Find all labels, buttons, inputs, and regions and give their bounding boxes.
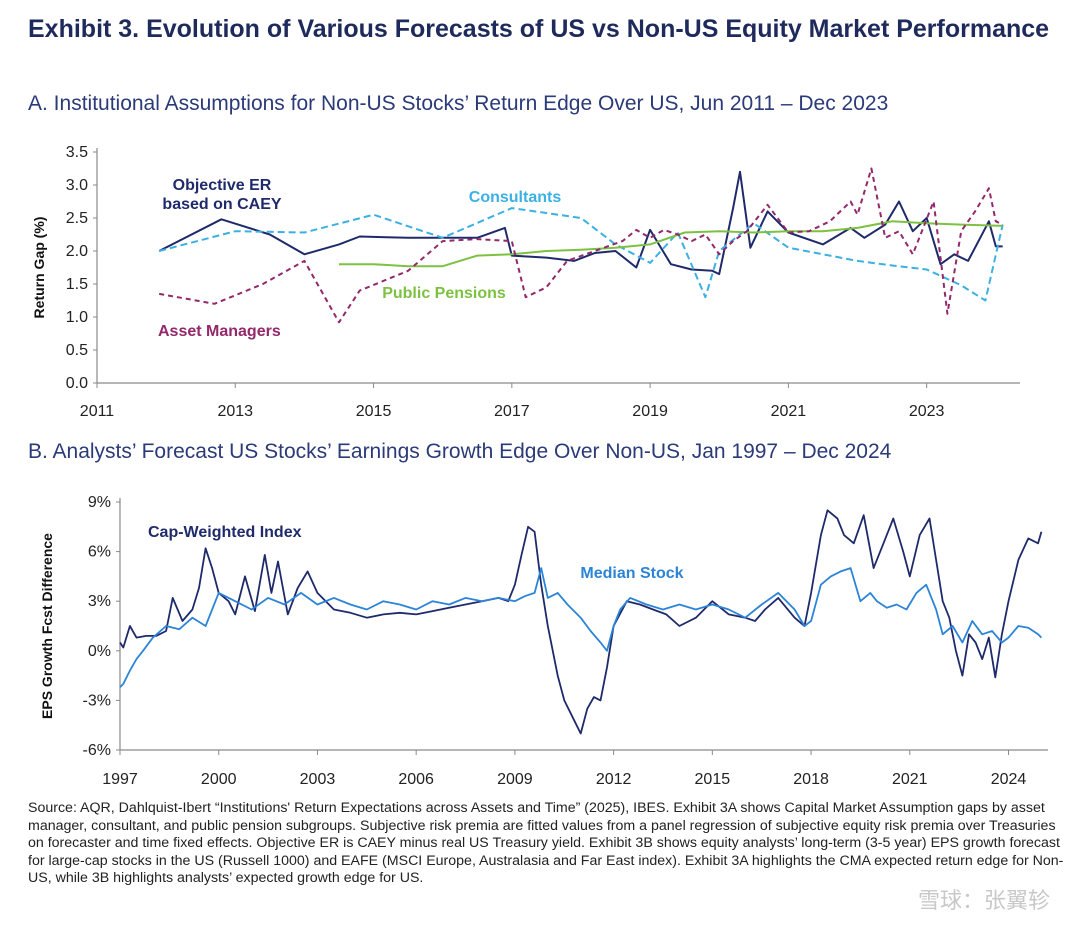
exhibit-title: Exhibit 3. Evolution of Various Forecast…	[28, 15, 1050, 43]
chart-b-y-tick-label: 3%	[88, 593, 111, 610]
chart-a: 0.0 0.5 1.0 1.5 2.0 2.5 3.0 3.5 2011 2013 2015 2017…	[31, 144, 1020, 420]
source-note: Source: AQR, Dahlquist-Ibert “Institutio…	[28, 800, 1064, 886]
chart-b-y-tick-label: 6%	[88, 544, 111, 561]
chart-a-label-objective-er-based-on-caey: Objective ER based on CAEY	[162, 177, 281, 213]
chart-b-y-tick-label: 0%	[88, 643, 111, 660]
chart-b-title: B. Analysts’ Forecast US Stocks’ Earning…	[28, 440, 892, 463]
chart-b-label-median-stock: Median Stock	[580, 565, 683, 582]
chart-b-x-tick-label: 2024	[991, 771, 1027, 788]
chart-b-y-tick-label: -6%	[83, 742, 111, 759]
chart-b-x-tick-label: 1997	[102, 771, 138, 788]
chart-a-y-tick-label: 2.0	[66, 243, 88, 260]
chart-a-x-tick-label: 2013	[217, 403, 253, 420]
chart-a-label-asset-managers: Asset Managers	[158, 323, 281, 340]
chart-a-y-tick-label: 1.5	[66, 276, 88, 293]
chart-a-series-asset-managers	[159, 167, 1004, 324]
chart-a-series-objective-er-based-on-caey	[158, 170, 1003, 276]
chart-b-y-tick-label: 9%	[88, 494, 111, 511]
chart-a-series-consultants	[158, 207, 1004, 302]
chart-a-x-tick-label: 2019	[632, 403, 668, 420]
chart-a-label-public-pensions: Public Pensions	[382, 285, 506, 302]
chart-b: -6% -3% 0% 3% 6% 9% 1997 2000 2003 2006 2009 2012 20…	[39, 494, 1048, 788]
chart-a-y-tick-label: 2.5	[66, 210, 88, 227]
chart-b-x-tick-label: 2003	[300, 771, 336, 788]
chart-b-x-tick-label: 2012	[596, 771, 632, 788]
chart-b-x-tick-label: 2021	[892, 771, 928, 788]
chart-a-x-tick-label: 2023	[909, 403, 945, 420]
chart-b-x-tick-label: 2015	[695, 771, 731, 788]
chart-a-x-tick-label: 2021	[771, 403, 807, 420]
chart-a-x-tick-label: 2017	[494, 403, 530, 420]
chart-b-x-tick-label: 2006	[398, 771, 434, 788]
chart-a-x-tick-label: 2015	[356, 403, 392, 420]
chart-a-y-tick-label: 3.5	[66, 144, 88, 161]
chart-a-series-public-pensions	[339, 220, 1003, 268]
chart-a-y-tick-label: 3.0	[66, 177, 88, 194]
chart-a-y-tick-label: 0.5	[66, 342, 88, 359]
chart-a-y-tick-label: 0.0	[66, 375, 88, 392]
chart-b-y-axis-label: EPS Growth Fcst Difference	[39, 533, 55, 719]
chart-a-y-tick-label: 1.0	[66, 309, 88, 326]
chart-b-x-tick-label: 2018	[793, 771, 829, 788]
chart-b-series-cap-weighted-index	[119, 509, 1043, 735]
chart-a-label-consultants: Consultants	[469, 189, 562, 206]
chart-b-label-cap-weighted-index: Cap-Weighted Index	[148, 524, 302, 541]
chart-a-title: A. Institutional Assumptions for Non-US …	[28, 92, 889, 115]
chart-a-y-axis-label: Return Gap (%)	[31, 217, 47, 319]
chart-b-x-tick-label: 2009	[497, 771, 533, 788]
chart-a-x-tick-label: 2011	[80, 403, 115, 420]
chart-b-series-median-stock	[119, 567, 1043, 688]
chart-b-y-tick-label: -3%	[83, 692, 111, 709]
watermark: 雪球：张翼轸	[917, 889, 1050, 914]
chart-b-x-tick-label: 2000	[201, 771, 237, 788]
